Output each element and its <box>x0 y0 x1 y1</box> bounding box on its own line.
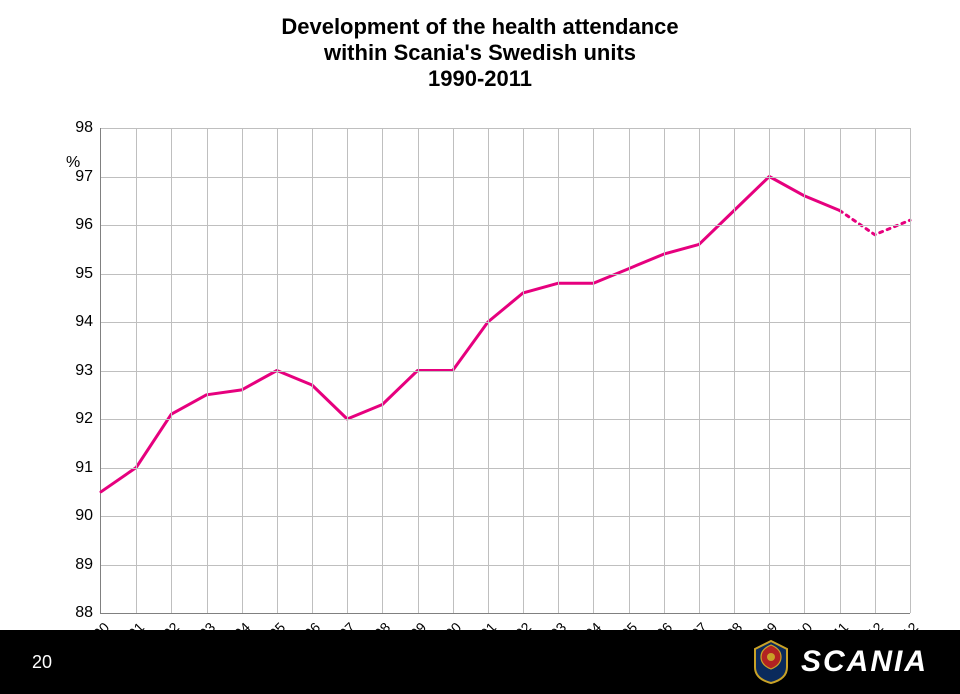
gridline-v <box>382 128 383 613</box>
brand-wordmark: SCANIA <box>801 645 928 679</box>
gridline-v <box>664 128 665 613</box>
y-tick-label: 95 <box>75 265 93 283</box>
series-attendance-solid <box>101 177 840 492</box>
y-tick-label: 88 <box>75 604 93 622</box>
gridline-v <box>207 128 208 613</box>
gridline-h <box>101 128 910 129</box>
gridline-v <box>523 128 524 613</box>
gridline-h <box>101 419 910 420</box>
y-tick-label: 89 <box>75 556 93 574</box>
gridline-v <box>488 128 489 613</box>
gridline-v <box>910 128 911 613</box>
y-tick-label: 98 <box>75 119 93 137</box>
y-tick-label: 96 <box>75 216 93 234</box>
gridline-h <box>101 565 910 566</box>
plot-region: 8889909192939495969798199019911992199319… <box>100 128 910 614</box>
gridline-v <box>242 128 243 613</box>
gridline-v <box>312 128 313 613</box>
gridline-v <box>347 128 348 613</box>
gridline-v <box>418 128 419 613</box>
y-tick-label: 90 <box>75 507 93 525</box>
slide: Development of the health attendance wit… <box>0 0 960 694</box>
gridline-v <box>136 128 137 613</box>
y-tick-label: 93 <box>75 362 93 380</box>
gridline-h <box>101 516 910 517</box>
gridline-v <box>558 128 559 613</box>
page-number: 20 <box>32 652 52 673</box>
brand-block: SCANIA <box>751 639 928 685</box>
gridline-v <box>629 128 630 613</box>
gridline-v <box>277 128 278 613</box>
chart-title: Development of the health attendance wit… <box>0 0 960 92</box>
scania-crest-icon <box>751 639 791 685</box>
gridline-v <box>875 128 876 613</box>
title-line-3: 1990-2011 <box>0 66 960 92</box>
y-tick-label: 97 <box>75 168 93 186</box>
gridline-v <box>171 128 172 613</box>
gridline-h <box>101 468 910 469</box>
chart-area: % 88899091929394959697981990199119921993… <box>60 98 930 694</box>
gridline-h <box>101 322 910 323</box>
gridline-v <box>734 128 735 613</box>
gridline-h <box>101 274 910 275</box>
y-tick-label: 94 <box>75 313 93 331</box>
gridline-v <box>804 128 805 613</box>
gridline-v <box>699 128 700 613</box>
gridline-h <box>101 371 910 372</box>
y-tick-label: 91 <box>75 459 93 477</box>
title-line-1: Development of the health attendance <box>0 14 960 40</box>
gridline-v <box>840 128 841 613</box>
gridline-h <box>101 177 910 178</box>
y-tick-label: 92 <box>75 410 93 428</box>
gridline-v <box>769 128 770 613</box>
footer-bar: 20 SCANIA <box>0 630 960 694</box>
gridline-h <box>101 225 910 226</box>
gridline-v <box>453 128 454 613</box>
gridline-v <box>593 128 594 613</box>
title-line-2: within Scania's Swedish units <box>0 40 960 66</box>
